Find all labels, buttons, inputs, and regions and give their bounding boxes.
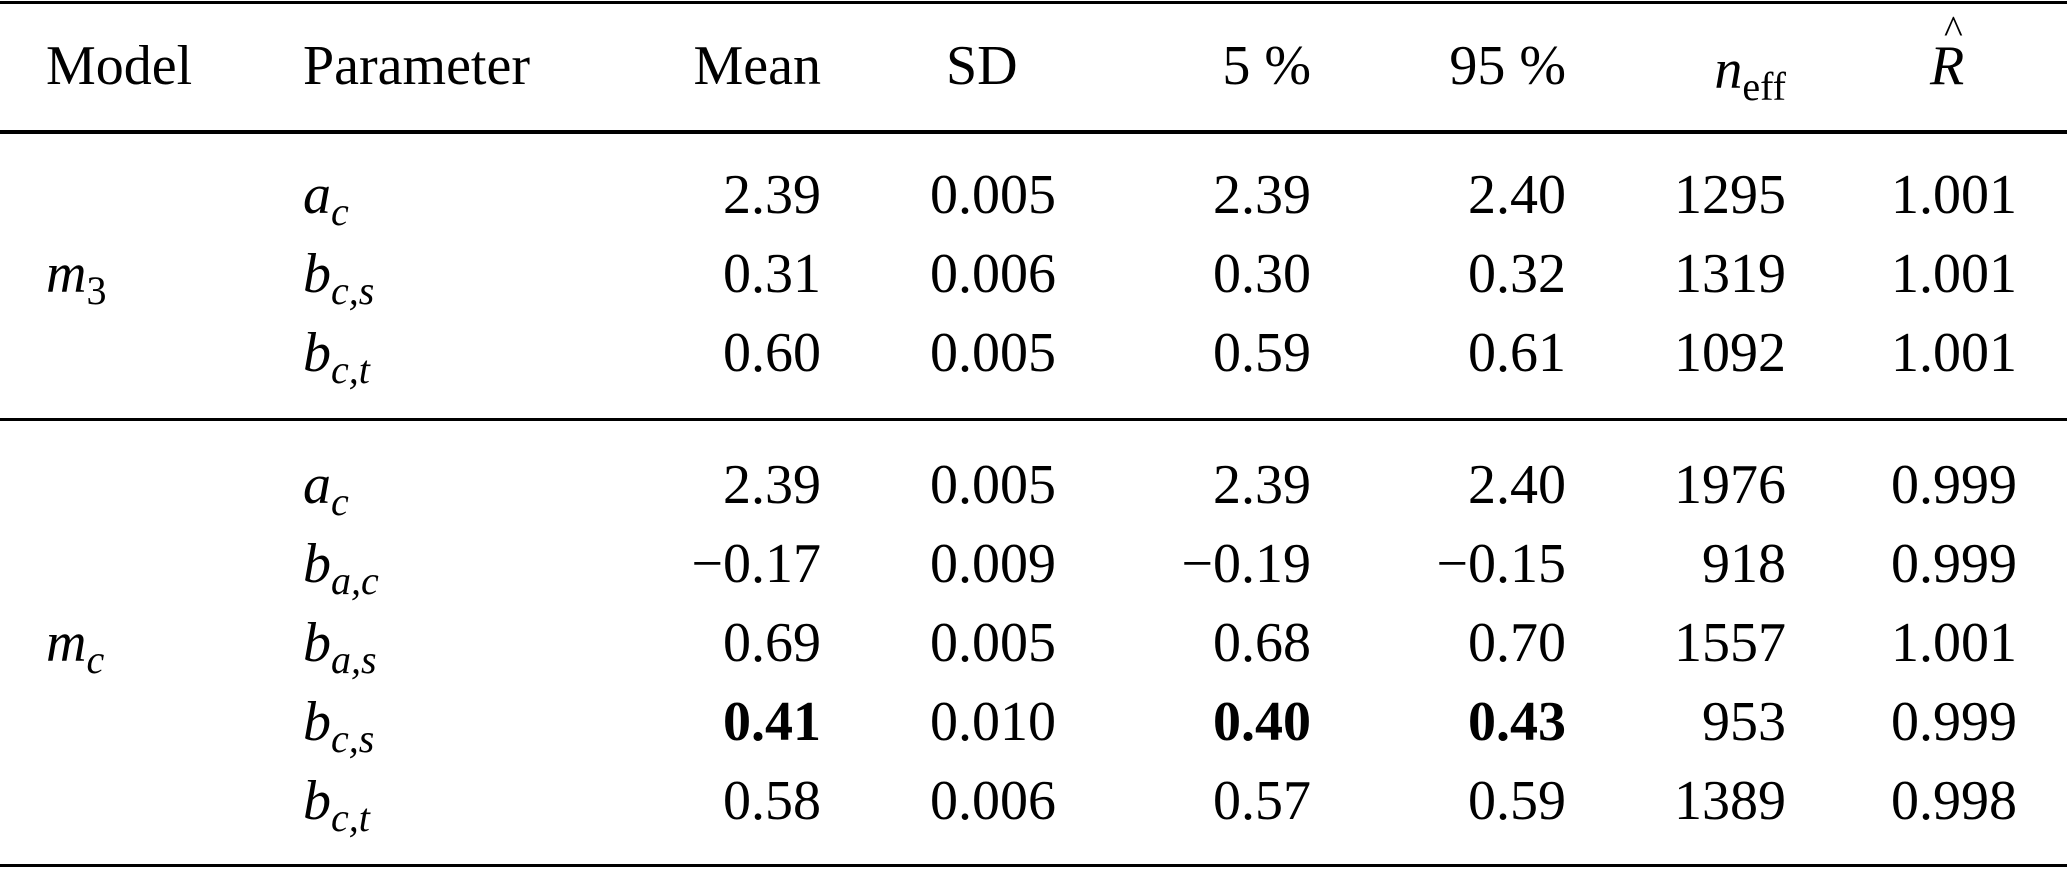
header-mean: Mean: [693, 35, 821, 97]
sd-cell: 0.010: [930, 691, 1056, 753]
p95-cell: 0.43: [1468, 691, 1566, 753]
p95-cell: 0.70: [1468, 612, 1566, 674]
model-label: mc: [46, 612, 104, 680]
p5-cell: 0.57: [1213, 770, 1311, 832]
neff-cell: 1295: [1674, 164, 1786, 226]
p95-cell: 0.61: [1468, 322, 1566, 384]
neff-base: n: [1714, 39, 1743, 101]
mean-cell: 0.60: [723, 322, 821, 384]
neff-cell: 918: [1702, 533, 1786, 595]
param-base: a: [303, 164, 331, 226]
header-neff: neff: [1714, 39, 1786, 107]
model-base: m: [46, 612, 87, 674]
param-base: b: [303, 612, 331, 674]
param-sub: c,s: [331, 268, 375, 313]
neff-cell: 1319: [1674, 243, 1786, 305]
sd-cell: 0.005: [930, 322, 1056, 384]
neff-cell: 1092: [1674, 322, 1786, 384]
header-parameter: Parameter: [303, 35, 530, 97]
header-p5: 5 %: [1222, 35, 1311, 97]
p95-cell: −0.15: [1436, 533, 1566, 595]
parameter-cell: bc,t: [303, 322, 370, 390]
rhat-cell: 1.001: [1891, 612, 2017, 674]
neff-cell: 1976: [1674, 454, 1786, 516]
parameter-cell: bc,s: [303, 243, 374, 311]
header-model: Model: [46, 35, 193, 97]
p5-cell: 0.68: [1213, 612, 1311, 674]
mean-cell: 0.69: [723, 612, 821, 674]
rhat-cell: 0.999: [1891, 533, 2017, 595]
p95-cell: 0.59: [1468, 770, 1566, 832]
param-base: b: [303, 322, 331, 384]
parameter-cell: bc,s: [303, 691, 374, 759]
param-sub: c: [331, 479, 349, 524]
mean-cell: 0.41: [723, 691, 821, 753]
p5-cell: 0.30: [1213, 243, 1311, 305]
p5-cell: 2.39: [1213, 454, 1311, 516]
model-sub: c: [86, 637, 105, 682]
param-sub: a,c: [331, 558, 379, 603]
neff-sub: eff: [1742, 64, 1786, 109]
sd-cell: 0.009: [930, 533, 1056, 595]
param-base: b: [303, 691, 331, 753]
param-base: b: [303, 243, 331, 305]
rhat-cell: 0.998: [1891, 770, 2017, 832]
mean-cell: −0.17: [691, 533, 821, 595]
p5-cell: 2.39: [1213, 164, 1311, 226]
param-sub: c: [331, 189, 349, 234]
p5-cell: −0.19: [1181, 533, 1311, 595]
param-base: a: [303, 454, 331, 516]
param-sub: c,s: [331, 716, 375, 761]
p95-cell: 2.40: [1468, 164, 1566, 226]
parameter-cell: ba,c: [303, 533, 379, 601]
header-p95: 95 %: [1449, 35, 1566, 97]
param-sub: a,s: [331, 637, 377, 682]
param-sub: c,t: [331, 795, 370, 840]
sd-cell: 0.006: [930, 243, 1056, 305]
rhat-cell: 1.001: [1891, 322, 2017, 384]
neff-cell: 953: [1702, 691, 1786, 753]
group-rule: [0, 418, 2067, 421]
rhat-cell: 1.001: [1891, 243, 2017, 305]
neff-cell: 1389: [1674, 770, 1786, 832]
parameter-cell: ac: [303, 164, 349, 232]
p5-cell: 0.40: [1213, 691, 1311, 753]
model-base: m: [46, 243, 87, 305]
mean-cell: 2.39: [723, 454, 821, 516]
sd-cell: 0.005: [930, 454, 1056, 516]
rhat-cell: 0.999: [1891, 454, 2017, 516]
model-sub: 3: [86, 268, 107, 313]
mean-cell: 0.58: [723, 770, 821, 832]
sd-cell: 0.005: [930, 164, 1056, 226]
sd-cell: 0.005: [930, 612, 1056, 674]
header-sd: SD: [946, 35, 1018, 97]
sd-cell: 0.006: [930, 770, 1056, 832]
header-rhat: R: [1930, 10, 1964, 94]
rhat-cell: 1.001: [1891, 164, 2017, 226]
param-base: b: [303, 770, 331, 832]
rhat-symbol: R: [1930, 10, 1964, 94]
header-rule: [0, 130, 2067, 134]
param-sub: c,t: [331, 347, 370, 392]
parameter-cell: bc,t: [303, 770, 370, 838]
parameter-cell: ba,s: [303, 612, 377, 680]
param-base: b: [303, 533, 331, 595]
mean-cell: 2.39: [723, 164, 821, 226]
neff-cell: 1557: [1674, 612, 1786, 674]
p5-cell: 0.59: [1213, 322, 1311, 384]
parameter-cell: ac: [303, 454, 349, 522]
p95-cell: 0.32: [1468, 243, 1566, 305]
model-label: m3: [46, 243, 106, 311]
top-rule: [0, 1, 2067, 4]
p95-cell: 2.40: [1468, 454, 1566, 516]
mean-cell: 0.31: [723, 243, 821, 305]
bottom-rule: [0, 864, 2067, 867]
rhat-cell: 0.999: [1891, 691, 2017, 753]
